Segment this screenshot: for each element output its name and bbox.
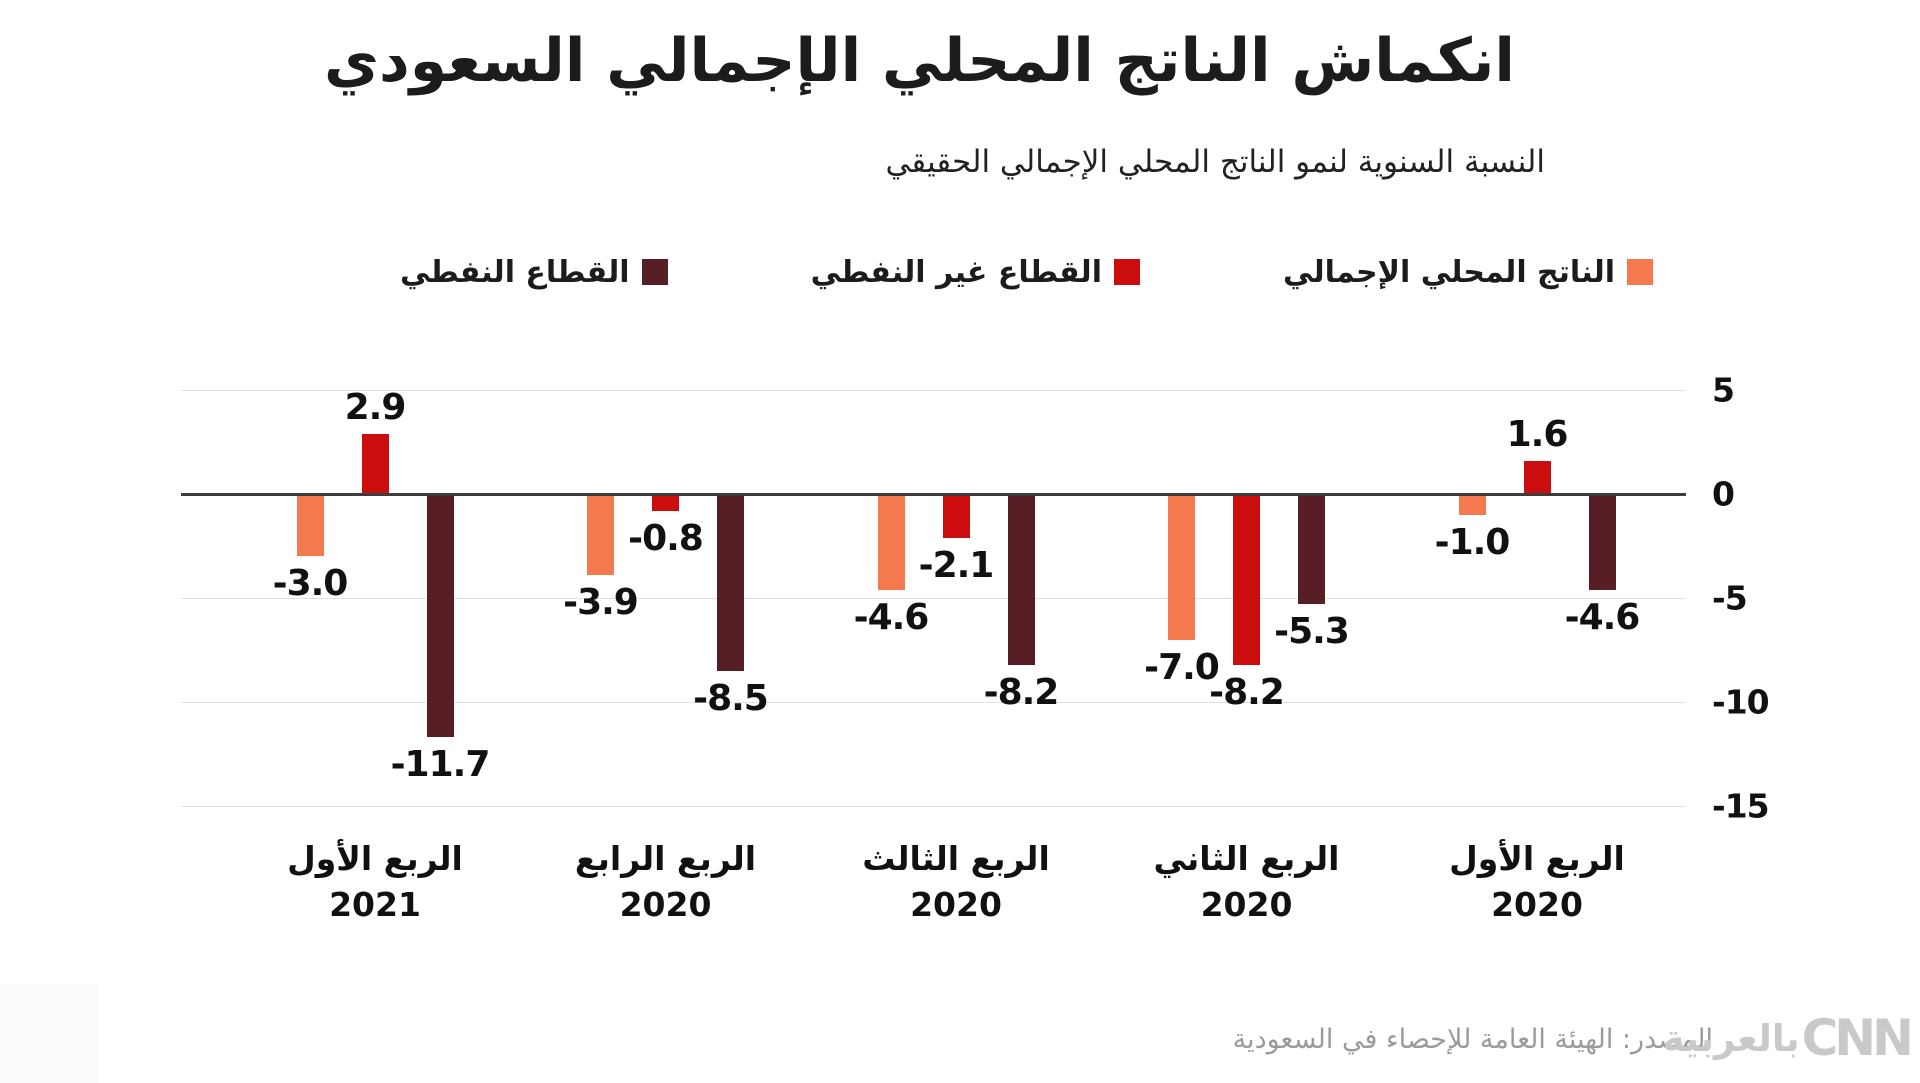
legend-swatch-icon <box>1113 259 1140 285</box>
x-axis-category: الربع الأول 2021 <box>235 836 515 928</box>
cnn-arabic-logo: بالعربية CNN <box>1662 998 1914 1078</box>
y-axis-tick-label: -5 <box>1712 578 1748 618</box>
zero-axis-line <box>181 493 1686 496</box>
bar-oil-q1-2020 <box>1588 494 1616 590</box>
bar-non_oil-q4-2020 <box>652 494 679 511</box>
y-axis-tick-label: 5 <box>1712 370 1735 410</box>
y-axis-tick-label: 0 <box>1712 474 1735 514</box>
bar-oil-q3-2020 <box>1007 494 1035 665</box>
legend: الناتج المحلي الإجمالي القطاع غير النفطي ا… <box>400 250 1653 294</box>
x-axis-quarter-label: الربع الرابع <box>574 839 757 878</box>
bar-value-label: -2.1 <box>918 544 995 586</box>
y-axis-tick-label: -10 <box>1712 682 1770 722</box>
x-axis-year-label: 2020 <box>619 885 712 924</box>
legend-swatch-icon <box>1627 259 1653 285</box>
gridline <box>181 702 1686 703</box>
bar-gdp-q1-2020 <box>1458 494 1486 515</box>
bar-value-label: 2.9 <box>344 386 407 428</box>
x-axis-quarter-label: الربع الأول <box>1449 839 1625 878</box>
bar-value-label: -5.3 <box>1274 611 1350 653</box>
bar-value-label: -3.0 <box>272 563 349 605</box>
legend-item-oil: القطاع النفطي <box>400 255 668 290</box>
x-axis-category: الربع الثاني 2020 <box>1107 836 1387 928</box>
x-axis-year-label: 2020 <box>910 885 1002 924</box>
bar-non_oil-q3-2020 <box>942 494 970 538</box>
y-axis-tick-label: -15 <box>1712 786 1770 826</box>
bar-value-label: -1.0 <box>1434 521 1511 563</box>
gridline <box>181 806 1686 807</box>
bar-gdp-q4-2020 <box>587 494 614 576</box>
bar-non_oil-q2-2020 <box>1233 494 1260 665</box>
x-axis-year-label: 2020 <box>1491 885 1583 924</box>
bar-non_oil-q1-2021 <box>361 433 389 494</box>
x-axis-category: الربع الرابع 2020 <box>526 836 806 928</box>
bar-value-label: 1.6 <box>1506 413 1569 455</box>
bar-oil-q2-2020 <box>1298 494 1325 605</box>
chart-title: انكماش الناتج المحلي الإجمالي السعودي <box>323 26 1516 96</box>
logo-cnn-text: CNN <box>1801 1009 1914 1067</box>
x-axis-category: الربع الأول 2020 <box>1397 836 1677 928</box>
bar-value-label: -3.9 <box>563 582 639 624</box>
legend-item-gdp: الناتج المحلي الإجمالي <box>1283 255 1653 290</box>
x-axis-quarter-label: الربع الثاني <box>1153 839 1340 878</box>
plot-area: 5 0 -5 -10 -15 -3.0 -3.9 -4.6 -7.0 -1.0 2.9 -0.8 -2.… <box>181 374 1770 823</box>
bar-value-label: -7.0 <box>1144 646 1220 688</box>
gridline <box>181 390 1686 391</box>
bar-value-label: -8.2 <box>1209 671 1285 713</box>
legend-label: القطاع النفطي <box>400 254 630 290</box>
bar-value-label: -8.2 <box>983 671 1060 713</box>
gridline <box>181 598 1686 599</box>
source-text: المصدر: الهيئة العامة للإحصاء في السعودي… <box>1232 1024 1713 1055</box>
bar-value-label: -8.5 <box>693 677 769 719</box>
legend-swatch-icon <box>641 259 668 285</box>
legend-item-non_oil: القطاع غير النفطي <box>811 255 1140 290</box>
x-axis-year-label: 2021 <box>329 885 421 924</box>
bar-value-label: -11.7 <box>390 744 491 786</box>
bar-gdp-q2-2020 <box>1168 494 1195 640</box>
bar-value-label: -4.6 <box>853 596 930 638</box>
x-axis-category: الربع الثالث 2020 <box>816 836 1096 928</box>
legend-label: القطاع غير النفطي <box>810 254 1102 290</box>
x-axis-quarter-label: الربع الثالث <box>862 839 1050 878</box>
x-axis-quarter-label: الربع الأول <box>287 839 463 878</box>
corner-watermark-box <box>0 984 98 1083</box>
bar-oil-q1-2021 <box>426 494 454 738</box>
bar-non_oil-q1-2020 <box>1523 460 1551 494</box>
bar-value-label: -4.6 <box>1564 596 1641 638</box>
logo-arabic-text: بالعربية <box>1662 1016 1800 1060</box>
chart-subtitle: النسبة السنوية لنمو الناتج المحلي الإجما… <box>885 144 1545 180</box>
bar-gdp-q3-2020 <box>877 494 905 590</box>
legend-label: الناتج المحلي الإجمالي <box>1283 254 1615 290</box>
bar-oil-q4-2020 <box>717 494 744 671</box>
x-axis-year-label: 2020 <box>1200 885 1293 924</box>
bar-gdp-q1-2021 <box>296 494 324 557</box>
bar-value-label: -0.8 <box>628 517 704 559</box>
